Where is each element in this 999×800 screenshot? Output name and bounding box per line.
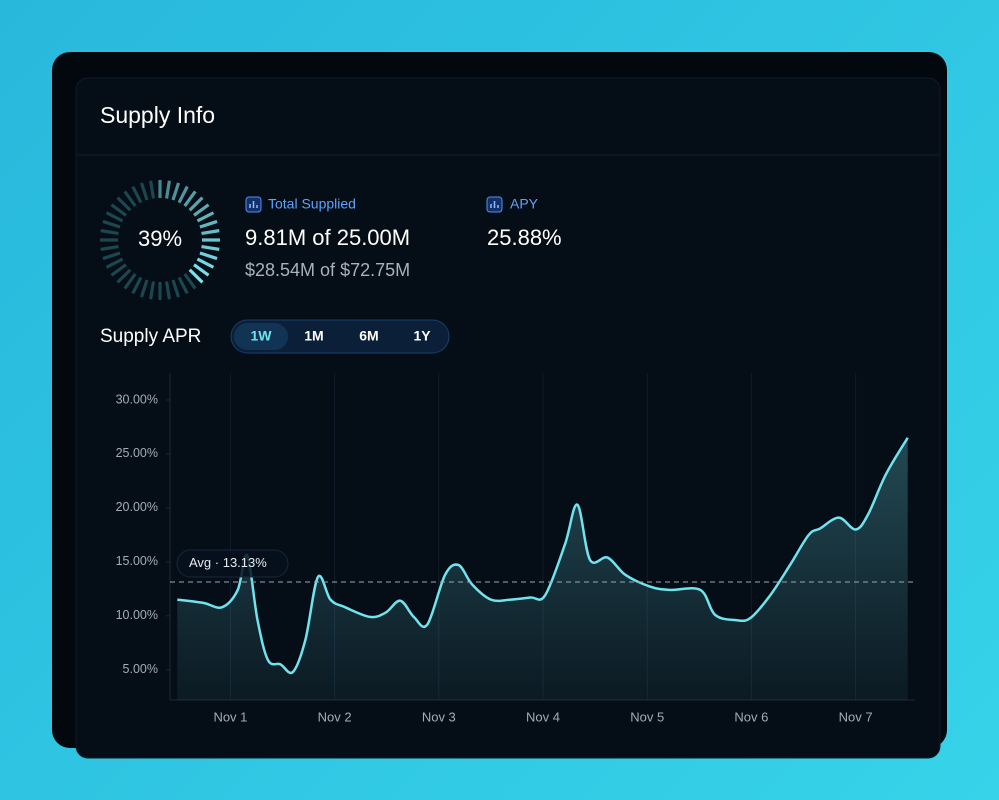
donut-track-segment bbox=[102, 251, 121, 261]
period-button[interactable]: 1Y bbox=[413, 328, 431, 344]
utilization-label: 39% bbox=[138, 226, 182, 251]
line bbox=[177, 437, 909, 675]
x-tick-label: Nov 6 bbox=[734, 709, 768, 724]
stat-label: Total Supplied bbox=[268, 196, 356, 212]
stat-icon-bars bbox=[490, 201, 499, 208]
donut-track-segment bbox=[139, 182, 149, 201]
average-badge bbox=[176, 549, 289, 578]
period-button-label: 6M bbox=[359, 328, 378, 344]
area bbox=[177, 437, 908, 700]
period-buttons: 1W 1M 6M 1Y bbox=[234, 323, 431, 350]
donut-track-segment bbox=[177, 276, 189, 295]
donut-track-segment bbox=[105, 211, 124, 223]
donut-track-segment bbox=[164, 281, 171, 300]
donut-track-segment bbox=[131, 276, 143, 295]
donut-track-segment bbox=[149, 281, 156, 300]
donut-fill-segment bbox=[177, 185, 189, 204]
stat-icon-bars bbox=[249, 201, 258, 208]
x-tick-label: Nov 2 bbox=[318, 709, 352, 724]
x-tick-label: Nov 3 bbox=[422, 709, 456, 724]
x-tick-label: Nov 1 bbox=[213, 709, 247, 724]
panel-title: Supply Info bbox=[100, 102, 215, 128]
period-button[interactable]: 1W bbox=[234, 323, 288, 350]
donut-fill-segment bbox=[188, 268, 204, 284]
donut-track-segment bbox=[110, 203, 127, 217]
donut-fill-segment bbox=[193, 263, 210, 277]
stat-subvalue: $28.54M of $72.75M bbox=[245, 260, 410, 280]
donut-track-segment bbox=[100, 229, 119, 236]
x-tick-label: Nov 5 bbox=[630, 709, 664, 724]
donut-fill-segment bbox=[183, 190, 197, 207]
donut-track-segment bbox=[131, 185, 143, 204]
average-label: Avg · 13.13% bbox=[189, 555, 267, 570]
period-button[interactable]: 1M bbox=[304, 328, 323, 344]
y-tick-label: 20.00% bbox=[116, 500, 158, 514]
donut-track-segment bbox=[171, 279, 181, 298]
period-button-label: 1M bbox=[304, 328, 323, 344]
x-tick-label: Nov 4 bbox=[526, 709, 560, 724]
donut-fill-segment bbox=[188, 196, 204, 212]
donut-fill-segment bbox=[171, 182, 181, 201]
donut-track-segment bbox=[123, 190, 137, 207]
stat-label: APY bbox=[510, 196, 539, 212]
donut-track-segment bbox=[110, 263, 127, 277]
stat-value: 25.88% bbox=[487, 225, 562, 250]
y-tick-label: 30.00% bbox=[116, 392, 158, 406]
donut-track-segment bbox=[149, 180, 156, 199]
donut-track-segment bbox=[105, 257, 124, 269]
chart-title: Supply APR bbox=[100, 326, 201, 347]
stat-value: 9.81M of 25.00M bbox=[245, 225, 410, 250]
x-tick-label: Nov 7 bbox=[839, 709, 873, 724]
period-button-bg bbox=[234, 323, 288, 350]
y-tick-label: 15.00% bbox=[116, 554, 158, 568]
donut-fill-segment bbox=[199, 219, 218, 229]
donut-track-segment bbox=[183, 273, 197, 290]
panel bbox=[75, 77, 941, 759]
donut-fill-segment bbox=[199, 251, 218, 261]
donut-fill-segment bbox=[196, 211, 215, 223]
utilization-donut bbox=[100, 180, 220, 300]
chart: Nov 1 Nov 2 Nov 3 Nov 4 Nov 5 Nov 6 Nov 7 5.00%… bbox=[116, 373, 915, 724]
donut-track-segment bbox=[123, 273, 137, 290]
period-button-label: 1Y bbox=[413, 328, 431, 344]
donut-track-segment bbox=[116, 268, 132, 284]
donut-fill-segment bbox=[201, 244, 220, 251]
period-button-label: 1W bbox=[251, 328, 273, 344]
donut-fill-segment bbox=[196, 257, 215, 269]
y-tick-label: 25.00% bbox=[116, 446, 158, 460]
donut-fill-segment bbox=[164, 180, 171, 199]
y-tick-label: 5.00% bbox=[123, 662, 158, 676]
period-switch bbox=[230, 319, 450, 354]
period-button[interactable]: 6M bbox=[359, 328, 378, 344]
donut-track-segment bbox=[102, 219, 121, 229]
donut-track-segment bbox=[116, 196, 132, 212]
y-tick-label: 10.00% bbox=[116, 608, 158, 622]
donut-track-segment bbox=[139, 279, 149, 298]
donut-fill-segment bbox=[193, 203, 210, 217]
donut-track-segment bbox=[100, 244, 119, 251]
donut-fill-segment bbox=[201, 229, 220, 236]
